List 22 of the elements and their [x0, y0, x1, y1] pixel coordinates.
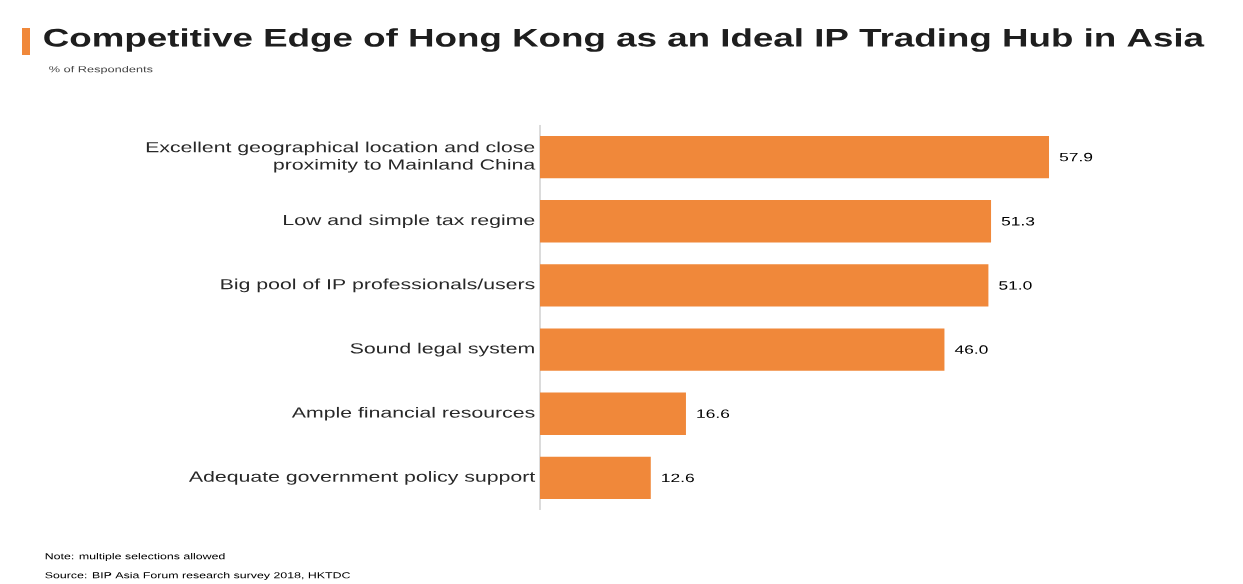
data-label: 46.0	[954, 345, 988, 354]
bar	[540, 456, 651, 499]
y-tick-label: Sound legal system	[350, 342, 534, 357]
y-tick-label: Big pool of IP professionals/users	[221, 278, 535, 293]
data-label: 51.3	[1001, 216, 1035, 226]
y-tick-label: Excellent geographical location and close proximity to Mainland China	[146, 141, 536, 173]
chart-title: Competitive Edge of Hong Kong as an Ideal IP Trading Hub in Asia	[44, 27, 1205, 52]
text: % of Respondents	[49, 65, 153, 74]
data-label: 51.0	[999, 280, 1032, 290]
bar	[540, 392, 686, 435]
y-tick-label: Low and simple tax regime	[284, 214, 535, 228]
y-tick-label: Ample financial resources	[291, 406, 535, 421]
bar	[540, 135, 1050, 179]
source-note: Source: BIP Asia Forum research survey 2018, HKTDC	[45, 571, 350, 580]
data-label: 16.6	[697, 409, 730, 418]
data-label: 57.9	[1059, 152, 1093, 162]
bar	[540, 264, 989, 307]
y-tick-label: Adequate government policy support	[188, 470, 536, 485]
bar	[540, 199, 992, 243]
bar	[540, 328, 945, 371]
text: Note: multiple selections allowed	[45, 552, 225, 561]
data-label: 12.6	[662, 473, 694, 482]
